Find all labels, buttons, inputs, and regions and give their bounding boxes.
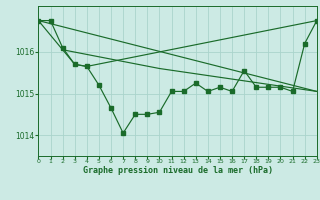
X-axis label: Graphe pression niveau de la mer (hPa): Graphe pression niveau de la mer (hPa) <box>83 166 273 175</box>
